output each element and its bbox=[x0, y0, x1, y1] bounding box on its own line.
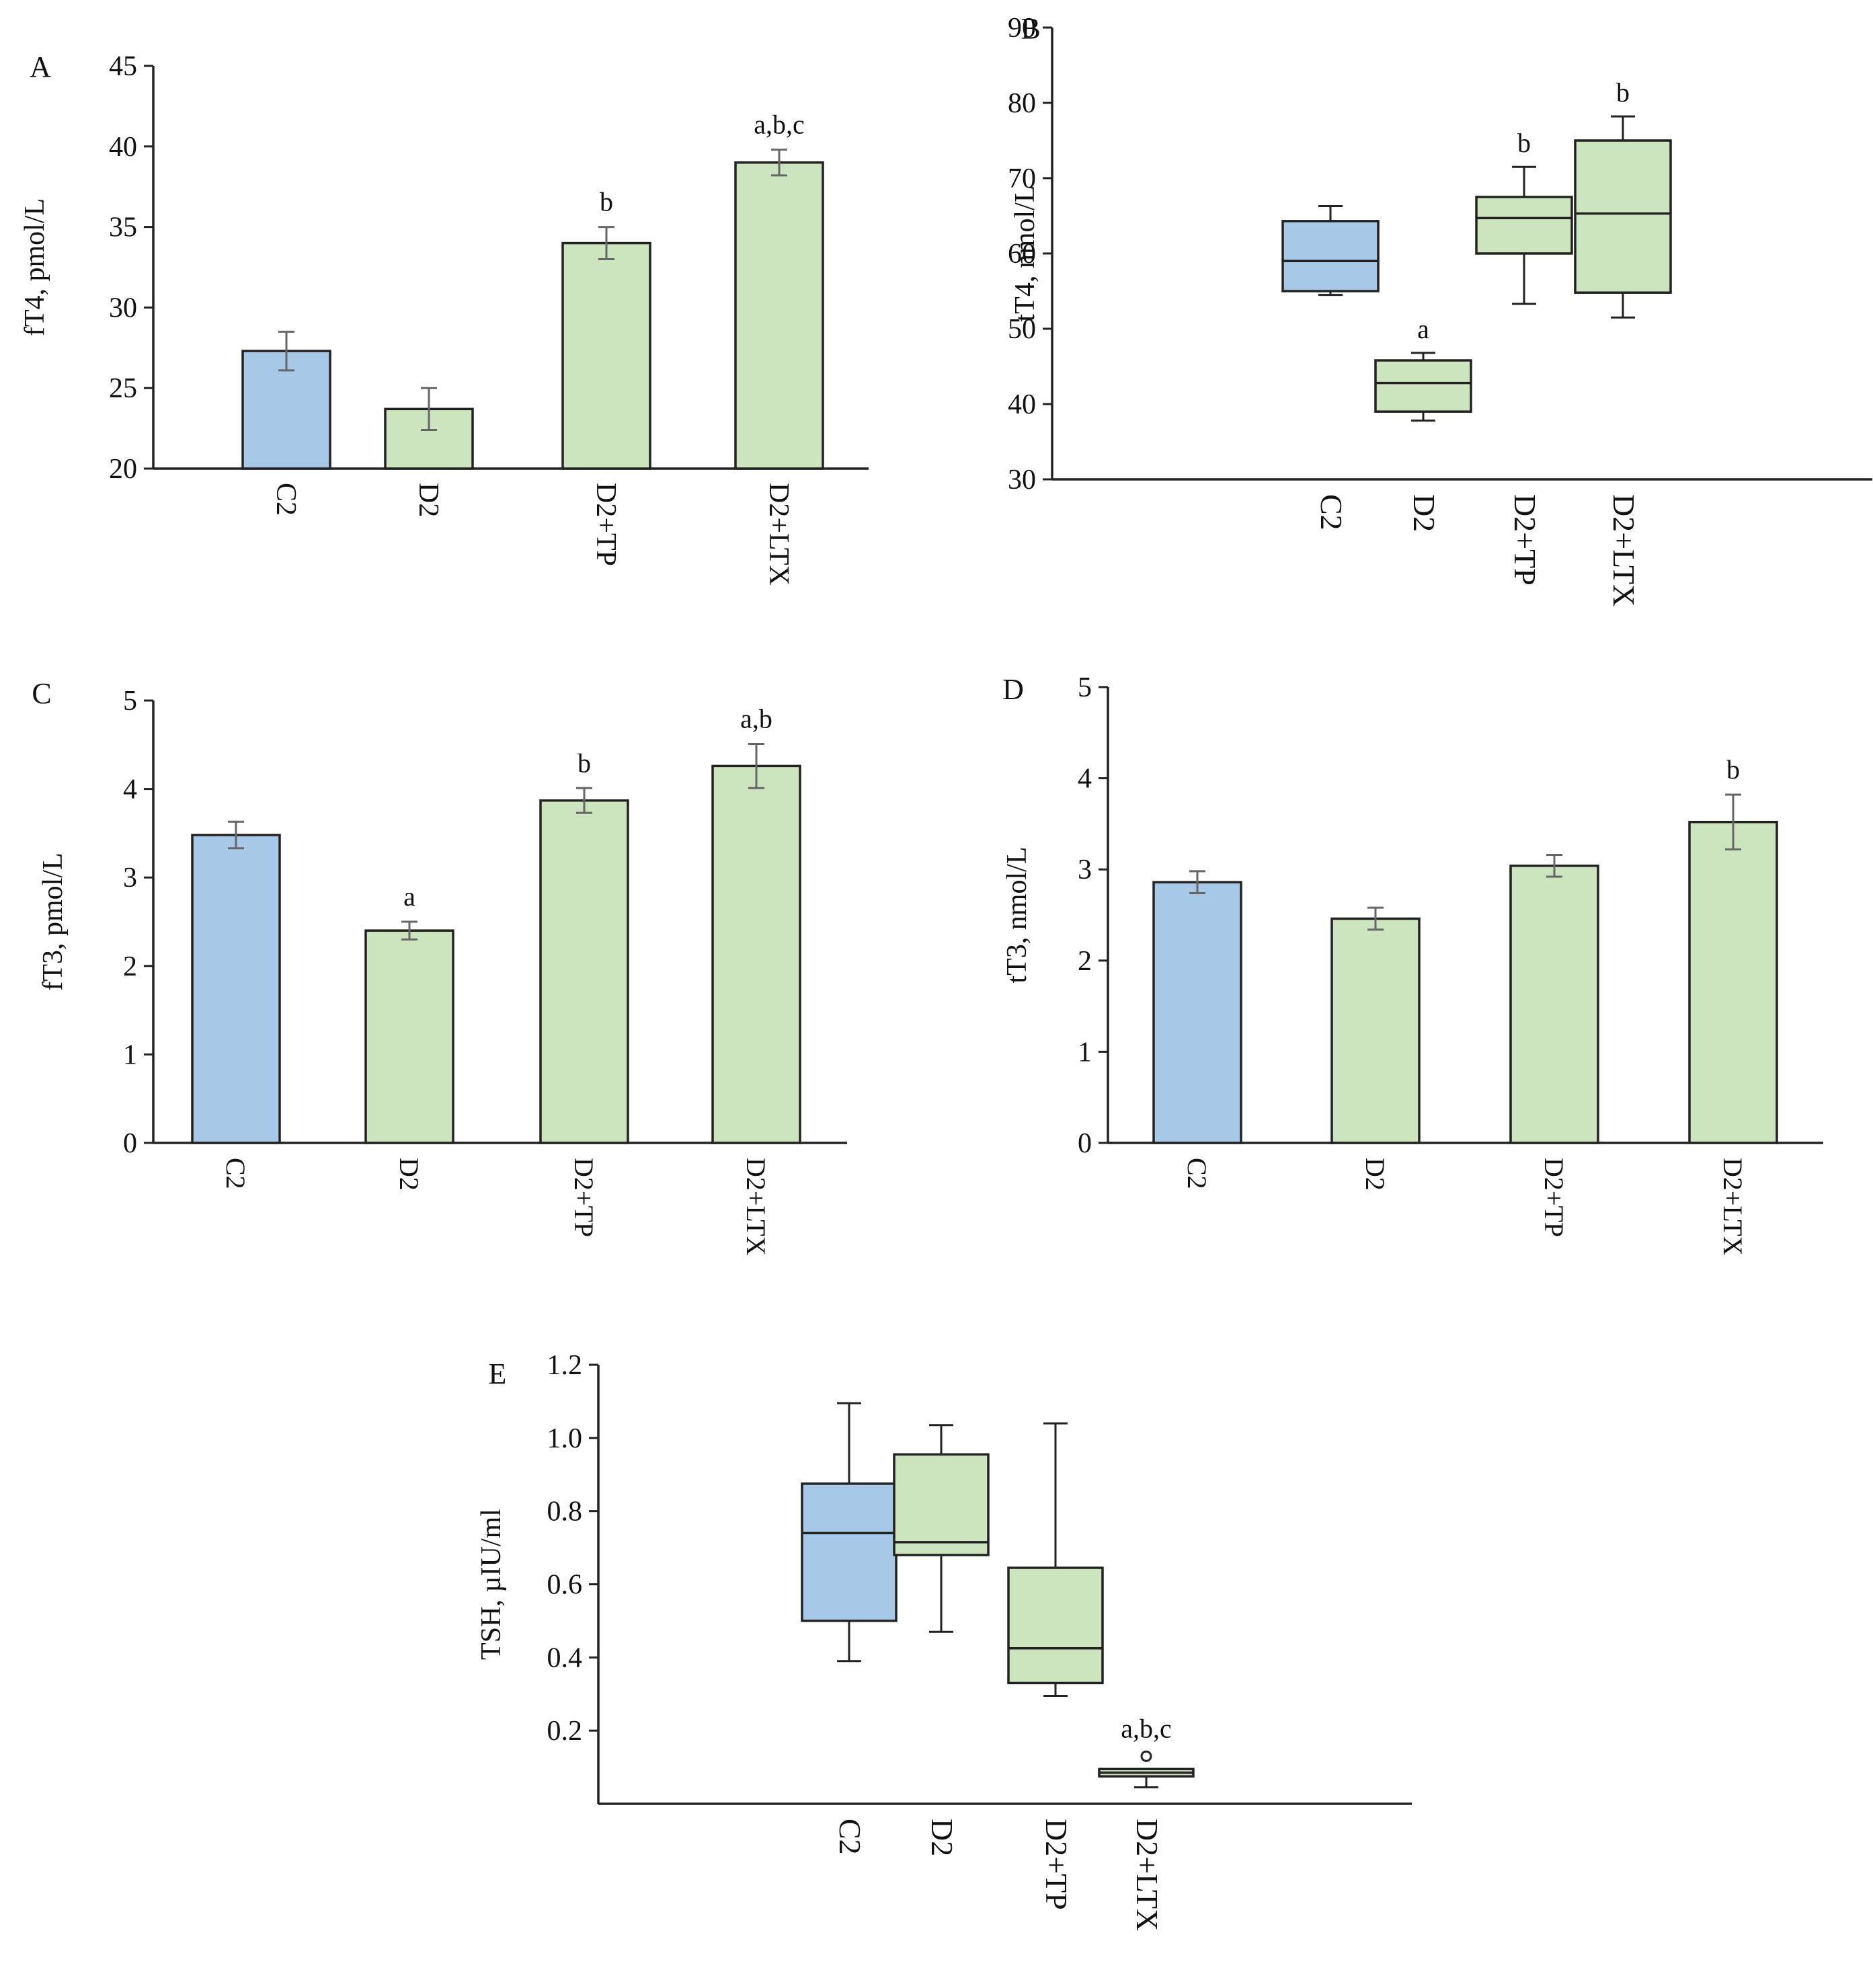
significance-label: a,b,c bbox=[1121, 1713, 1172, 1743]
significance-label: b bbox=[577, 748, 591, 778]
y-tick-label: 45 bbox=[109, 51, 137, 82]
box bbox=[1574, 139, 1672, 294]
y-tick-label: 3 bbox=[123, 863, 137, 893]
bar bbox=[734, 161, 824, 470]
box bbox=[893, 1453, 990, 1556]
x-tick-label: C2 bbox=[1182, 1158, 1212, 1189]
significance-label: a bbox=[1417, 314, 1429, 344]
panel-c: C 0 1 2 3 4 5 fT3, pmol/L C2 D2 D2+TP D2+LTX a b a,b bbox=[32, 677, 847, 1256]
significance-label: a,b bbox=[740, 703, 772, 733]
y-tick-label: 70 bbox=[1008, 163, 1036, 194]
box bbox=[1475, 196, 1573, 255]
y-tick-label: 25 bbox=[109, 373, 137, 404]
y-tick-label: 1.2 bbox=[547, 1350, 583, 1381]
y-tick-label: 30 bbox=[109, 292, 137, 323]
x-tick-label: D2+LTX bbox=[741, 1158, 771, 1256]
y-tick-label: 2 bbox=[123, 951, 137, 982]
bar bbox=[1509, 865, 1599, 1144]
y-tick-label: 0 bbox=[123, 1128, 137, 1159]
x-tick-label: C2 bbox=[221, 1158, 251, 1189]
y-tick-label: 4 bbox=[1078, 764, 1092, 795]
y-tick-label: 3 bbox=[1078, 854, 1092, 885]
panel-e: E 0.2 0.4 0.6 0.8 1.0 1.2 TSH, µIU/ml C2 D2 D2+TP D… bbox=[476, 1350, 1412, 1931]
bar bbox=[539, 799, 629, 1144]
x-tick-label: C2 bbox=[1314, 494, 1349, 530]
panel-label: A bbox=[30, 50, 51, 83]
x-tick-label: D2 bbox=[925, 1819, 959, 1856]
y-axis-title: fT3, pmol/L bbox=[38, 852, 69, 990]
significance-label: b bbox=[1616, 77, 1630, 108]
significance-label: b bbox=[1726, 754, 1740, 785]
x-tick-label: D2+TP bbox=[569, 1158, 599, 1237]
x-tick-label: D2+TP bbox=[590, 483, 621, 566]
panel-label: C bbox=[32, 677, 51, 710]
bar bbox=[711, 764, 801, 1144]
box bbox=[1374, 359, 1472, 413]
bar bbox=[1330, 917, 1421, 1144]
box bbox=[1281, 220, 1380, 292]
panel-label: D bbox=[1002, 673, 1024, 706]
bar bbox=[191, 834, 281, 1144]
x-tick-label: D2 bbox=[394, 1158, 424, 1191]
x-tick-label: D2+LTX bbox=[1130, 1819, 1164, 1931]
significance-label: a,b,c bbox=[754, 110, 805, 140]
box bbox=[1007, 1566, 1104, 1685]
bar bbox=[1152, 881, 1242, 1144]
y-tick-label: 0.8 bbox=[547, 1497, 583, 1527]
y-tick-label: 40 bbox=[1008, 389, 1036, 420]
y-tick-label: 35 bbox=[109, 212, 137, 243]
x-tick-label: C2 bbox=[833, 1819, 867, 1855]
panel-label: B bbox=[1021, 12, 1040, 45]
bar bbox=[561, 241, 651, 470]
y-tick-label: 1 bbox=[123, 1039, 137, 1070]
y-axis-title: fT4, pmol/L bbox=[19, 198, 50, 336]
y-tick-label: 80 bbox=[1008, 88, 1036, 119]
y-tick-label: 50 bbox=[1008, 314, 1036, 345]
y-tick-label: 30 bbox=[1008, 465, 1036, 495]
x-tick-label: C2 bbox=[270, 483, 301, 516]
x-tick-label: D2 bbox=[413, 483, 444, 517]
y-tick-label: 2 bbox=[1078, 946, 1092, 977]
x-tick-label: D2+TP bbox=[1039, 1819, 1074, 1910]
y-tick-label: 5 bbox=[1078, 672, 1092, 703]
y-tick-label: 4 bbox=[123, 774, 137, 805]
y-tick-label: 0.6 bbox=[547, 1570, 583, 1601]
x-tick-label: D2+TP bbox=[1508, 494, 1542, 586]
y-axis-title: tT3, nmol/L bbox=[1002, 847, 1033, 984]
bar bbox=[364, 929, 454, 1144]
bar bbox=[1688, 820, 1778, 1144]
y-tick-label: 1 bbox=[1078, 1037, 1092, 1068]
y-tick-label: 0.4 bbox=[547, 1642, 583, 1673]
x-tick-label: D2+LTX bbox=[763, 483, 794, 586]
x-tick-label: D2+LTX bbox=[1718, 1158, 1748, 1256]
x-tick-label: D2 bbox=[1407, 494, 1441, 532]
y-axis-title: TSH, µIU/ml bbox=[476, 1509, 507, 1660]
y-tick-label: 0.2 bbox=[547, 1716, 583, 1747]
x-tick-label: D2+LTX bbox=[1607, 494, 1641, 606]
y-tick-label: 1.0 bbox=[547, 1423, 583, 1454]
y-tick-label: 20 bbox=[109, 454, 137, 485]
significance-label: b bbox=[1517, 128, 1531, 158]
y-tick-label: 60 bbox=[1008, 239, 1036, 270]
x-tick-label: D2+TP bbox=[1539, 1158, 1569, 1237]
panel-a: A 20 25 30 35 40 45 fT4, pmol/L C2 D2 D2+TP D2+LTX b… bbox=[19, 50, 869, 586]
panel-b: B 30 40 50 60 70 80 90 tT4, nmol/L C2 D2 D2+TP D2+LT… bbox=[1008, 12, 1872, 606]
significance-label: b bbox=[600, 187, 613, 217]
outlier-point bbox=[1140, 1750, 1152, 1762]
y-tick-label: 5 bbox=[123, 686, 137, 717]
panel-d: D 0 1 2 3 4 5 tT3, nmol/L C2 D2 D2+TP D2+LTX b bbox=[1002, 672, 1823, 1256]
y-tick-label: 0 bbox=[1078, 1128, 1092, 1159]
significance-label: a bbox=[403, 881, 415, 912]
y-axis-title: tT4, nmol/L bbox=[1010, 186, 1041, 322]
y-tick-label: 90 bbox=[1008, 13, 1036, 44]
x-tick-label: D2 bbox=[1360, 1158, 1390, 1191]
y-tick-label: 40 bbox=[109, 132, 137, 163]
panel-label: E bbox=[489, 1357, 507, 1390]
box bbox=[801, 1482, 898, 1622]
